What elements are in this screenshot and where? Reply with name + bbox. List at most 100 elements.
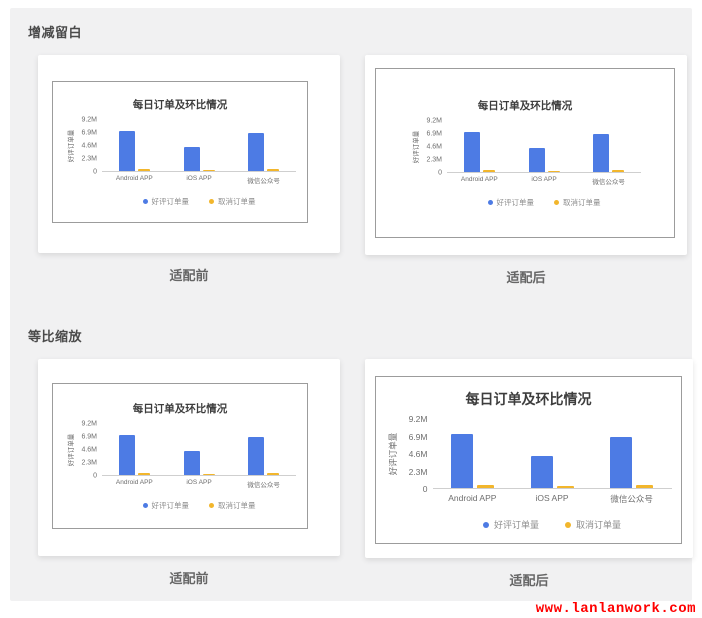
legend-dot-icon bbox=[142, 199, 148, 204]
chart-frame: 每日订单及环比情况 好评订单量 9.2M 6.9M 4.6M 2.3M 0 Androi… bbox=[375, 376, 682, 544]
secondary-series-bar bbox=[556, 486, 574, 488]
chart-title: 每日订单及环比情况 bbox=[132, 99, 228, 111]
chart-main: 9.2M 6.9M 4.6M 2.3M 0 Android APP iOS APP 微信公众… bbox=[401, 414, 672, 531]
x-axis-category: 微信公众号 bbox=[247, 178, 280, 185]
legend-label: 取消订单量 bbox=[576, 520, 622, 530]
primary-series-bar bbox=[450, 434, 473, 488]
chart-frame: 每日订单及环比情况 好评订单量 9.2M 6.9M 4.6M 2.3M 0 Androi… bbox=[52, 383, 308, 529]
chart-title: 每日订单及环比情况 bbox=[477, 100, 573, 112]
chart-frame: 每日订单及环比情况 好评订单量 9.2M 6.9M 4.6M 2.3M 0 Androi… bbox=[52, 81, 308, 223]
chart-title: 每日订单及环比情况 bbox=[465, 391, 592, 407]
primary-series-bar bbox=[118, 131, 135, 171]
card-caption-after: 适配后 bbox=[509, 573, 549, 588]
chart-main: 9.2M 6.9M 4.6M 2.3M 0 Android APP iOS APP 微信公众… bbox=[421, 117, 641, 208]
x-axis-category: 微信公众号 bbox=[610, 494, 653, 504]
card-col: 每日订单及环比情况 好评订单量 9.2M 6.9M 4.6M 2.3M 0 Androi… bbox=[365, 359, 693, 589]
card-col: 每日订单及环比情况 好评订单量 9.2M 6.9M 4.6M 2.3M 0 Androi… bbox=[38, 55, 340, 284]
y-axis-title: 好评订单量 bbox=[388, 432, 398, 476]
section-heading-whitespace: 增减留白 bbox=[28, 25, 83, 40]
y-axis-ticks: 9.2M 6.9M 4.6M 2.3M 0 bbox=[421, 117, 447, 177]
x-axis-category: Android APP bbox=[460, 176, 498, 183]
y-tick-label: 4.6M bbox=[408, 449, 428, 459]
chart-frame: 每日订单及环比情况 好评订单量 9.2M 6.9M 4.6M 2.3M 0 Androi… bbox=[375, 68, 675, 238]
legend-dot-icon bbox=[142, 503, 148, 508]
bar-group bbox=[167, 424, 232, 475]
y-tick-label: 0 bbox=[93, 168, 97, 176]
y-tick-label: 2.3M bbox=[408, 466, 428, 477]
chart-legend: 好评订单量 取消订单量 bbox=[447, 197, 641, 208]
y-tick-label: 6.9M bbox=[81, 129, 97, 137]
secondary-series-bar bbox=[137, 168, 150, 171]
bar-group bbox=[231, 424, 296, 475]
secondary-series-bar bbox=[612, 169, 625, 172]
chart-card-after-scaling: 每日订单及环比情况 好评订单量 9.2M 6.9M 4.6M 2.3M 0 Androi… bbox=[365, 359, 693, 558]
secondary-series-bar bbox=[137, 472, 150, 475]
x-axis-category: 微信公众号 bbox=[592, 179, 625, 186]
legend-item: 取消订单量 bbox=[565, 518, 621, 531]
card-caption-before: 适配前 bbox=[169, 571, 209, 586]
x-axis-category: iOS APP bbox=[535, 493, 569, 503]
y-tick-label: 4.6M bbox=[426, 143, 442, 151]
x-axis-category: Android APP bbox=[115, 175, 153, 182]
x-axis-labels: Android APP iOS APP 微信公众号 bbox=[447, 176, 641, 186]
x-axis-category: Android APP bbox=[448, 493, 497, 503]
chart-body: 好评订单量 9.2M 6.9M 4.6M 2.3M 0 Android APP iOS A… bbox=[64, 116, 296, 207]
legend-label: 好评订单量 bbox=[151, 197, 190, 206]
y-tick-label: 2.3M bbox=[81, 155, 97, 163]
y-tick-label: 2.3M bbox=[81, 459, 97, 467]
x-axis-labels: Android APP iOS APP 微信公众号 bbox=[102, 175, 296, 185]
x-axis-category: iOS APP bbox=[531, 176, 557, 183]
card-caption-before: 适配前 bbox=[169, 268, 209, 283]
primary-series-bar bbox=[530, 455, 553, 488]
bar-group bbox=[447, 121, 512, 172]
bar-chart: 每日订单及环比情况 好评订单量 9.2M 6.9M 4.6M 2.3M 0 Androi… bbox=[64, 97, 296, 207]
y-tick-label: 6.9M bbox=[426, 130, 442, 138]
bar-group bbox=[576, 121, 641, 172]
x-axis-labels: Android APP iOS APP 微信公众号 bbox=[102, 479, 296, 489]
plot-area bbox=[102, 120, 296, 172]
y-tick-label: 2.3M bbox=[426, 156, 442, 164]
y-tick-label: 9.2M bbox=[426, 117, 442, 125]
plot-area bbox=[432, 419, 672, 489]
legend-dot-icon bbox=[487, 200, 493, 205]
chart-card-after-whitespace: 每日订单及环比情况 好评订单量 9.2M 6.9M 4.6M 2.3M 0 Androi… bbox=[365, 55, 687, 255]
chart-body: 好评订单量 9.2M 6.9M 4.6M 2.3M 0 Android APP iOS A… bbox=[386, 414, 672, 531]
bar-group bbox=[592, 419, 672, 488]
plot-row: 9.2M 6.9M 4.6M 2.3M 0 bbox=[76, 420, 296, 480]
y-axis-ticks: 9.2M 6.9M 4.6M 2.3M 0 bbox=[401, 414, 433, 494]
y-axis-ticks: 9.2M 6.9M 4.6M 2.3M 0 bbox=[76, 420, 102, 480]
y-tick-label: 4.6M bbox=[81, 142, 97, 150]
chart-title: 每日订单及环比情况 bbox=[132, 403, 228, 415]
legend-item: 取消订单量 bbox=[554, 197, 601, 208]
cards-row-2: 每日订单及环比情况 好评订单量 9.2M 6.9M 4.6M 2.3M 0 Androi… bbox=[38, 359, 693, 589]
legend-item: 好评订单量 bbox=[142, 196, 190, 207]
primary-series-bar bbox=[593, 134, 610, 172]
primary-series-bar bbox=[610, 437, 633, 488]
y-tick-label: 9.2M bbox=[81, 116, 97, 124]
secondary-series-bar bbox=[636, 484, 654, 488]
y-tick-label: 0 bbox=[93, 472, 97, 480]
legend-label: 取消订单量 bbox=[563, 198, 601, 207]
x-axis-category: 微信公众号 bbox=[247, 482, 280, 489]
y-axis: 好评订单量 bbox=[64, 424, 76, 511]
secondary-series-bar bbox=[482, 169, 495, 172]
chart-legend: 好评订单量 取消订单量 bbox=[433, 518, 672, 531]
plot-area bbox=[102, 424, 296, 476]
y-tick-label: 6.9M bbox=[408, 431, 428, 442]
bar-chart: 每日订单及环比情况 好评订单量 9.2M 6.9M 4.6M 2.3M 0 Androi… bbox=[64, 401, 296, 511]
section-whitespace: 增减留白 每日订单及环比情况 好评订单量 9.2M 6.9M 4.6M 2.3M 0 A… bbox=[10, 8, 692, 286]
legend-item: 好评订单量 bbox=[482, 518, 539, 531]
legend-dot-icon bbox=[482, 521, 489, 528]
y-tick-label: 0 bbox=[422, 484, 428, 494]
y-tick-label: 9.2M bbox=[81, 420, 97, 428]
legend-label: 好评订单量 bbox=[493, 520, 539, 530]
secondary-series-bar bbox=[476, 484, 494, 488]
bar-chart: 每日订单及环比情况 好评订单量 9.2M 6.9M 4.6M 2.3M 0 Androi… bbox=[386, 389, 672, 531]
y-axis-title: 好评订单量 bbox=[413, 130, 420, 164]
y-axis-ticks: 9.2M 6.9M 4.6M 2.3M 0 bbox=[76, 116, 102, 176]
bar-group bbox=[512, 419, 592, 488]
primary-series-bar bbox=[118, 435, 135, 475]
legend-item: 取消订单量 bbox=[209, 196, 256, 207]
bar-group bbox=[512, 121, 577, 172]
legend-dot-icon bbox=[554, 200, 559, 205]
